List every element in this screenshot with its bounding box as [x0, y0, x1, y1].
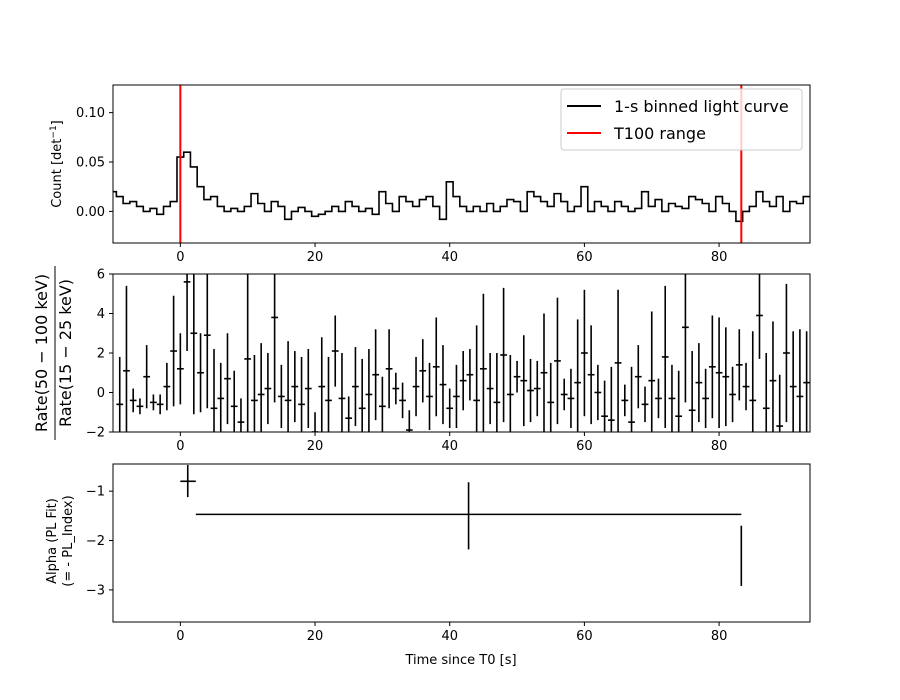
hardness-ratio-axes: 0 20 40 60 80 −2 0 2 4 6 [86, 268, 728, 455]
light-curve-ytick-label: 0.00 [76, 205, 105, 220]
hardness-ratio-xtick-label: 0 [176, 439, 184, 454]
panel-hardness-ratio: 0 20 40 60 80 −2 0 2 4 6 Rate(50 − 100 keV) Rate(… [32, 266, 811, 455]
light-curve-xtick-label: 0 [176, 250, 184, 265]
hardness-ratio-xtick-label: 60 [576, 439, 593, 454]
ratio-numerator-label: Rate(50 − 100 keV) [32, 274, 51, 432]
alpha-ytick-label: −1 [86, 485, 105, 500]
alpha-xtick-label: 0 [176, 629, 184, 644]
light-curve-xtick-label: 20 [307, 250, 324, 265]
legend: 1-s binned light curve T100 range [560, 88, 803, 151]
alpha-ytick-label: −2 [86, 534, 105, 549]
light-curve-axes: 0 20 40 60 80 0.00 0.05 0.10 [76, 106, 727, 265]
hardness-ratio-ytick-label: 0 [97, 386, 105, 401]
legend-box [560, 88, 803, 151]
alpha-xtick-label: 40 [441, 629, 458, 644]
legend-label-light-curve: 1-s binned light curve [614, 97, 789, 116]
hardness-ratio-ytick-label: 4 [97, 307, 105, 322]
light-curve-step-line [113, 151, 810, 223]
alpha-xtick-label: 20 [307, 629, 324, 644]
light-curve-xtick-label: 80 [711, 250, 728, 265]
light-curve-ytick-label: 0.10 [76, 106, 105, 121]
hardness-ratio-xtick-label: 20 [307, 439, 324, 454]
alpha-xtick-label: 80 [711, 629, 728, 644]
panel-alpha: 0 20 40 60 80 −1 −2 −3 Alpha (PL Fit) (= - PL_I… [45, 463, 811, 668]
alpha-axes: 0 20 40 60 80 −1 −2 −3 [86, 485, 728, 644]
hardness-ratio-ytick-label: 2 [97, 347, 105, 362]
light-curve-ylabel: Count [det−1] [49, 120, 65, 208]
alpha-ylabel-line2: (= - PL_Index) [61, 495, 76, 586]
hardness-ratio-xtick-label: 40 [441, 439, 458, 454]
alpha-frame [112, 463, 811, 623]
alpha-xlabel: Time since T0 [s] [404, 653, 516, 668]
alpha-ylabel-line1: Alpha (PL Fit) [45, 498, 60, 584]
ratio-denominator-label: Rate(15 − 25 keV) [56, 279, 75, 427]
light-curve-frame [112, 84, 811, 244]
hardness-ratio-ytick-label: −2 [86, 426, 105, 441]
hardness-ratio-xtick-label: 80 [711, 439, 728, 454]
legend-label-t100: T100 range [613, 124, 706, 143]
alpha-ytick-label: −3 [86, 583, 105, 598]
hardness-ratio-ylabel: Rate(50 − 100 keV) Rate(15 − 25 keV) [32, 266, 75, 440]
alpha-xtick-label: 60 [576, 629, 593, 644]
panel-light-curve: 0 20 40 60 80 0.00 0.05 0.10 Count [det−1] 1-s … [49, 84, 811, 265]
alpha-plot-area [180, 464, 743, 586]
light-curve-xtick-label: 40 [441, 250, 458, 265]
hardness-ratio-ytick-label: 6 [97, 268, 105, 283]
light-curve-ytick-label: 0.05 [76, 156, 105, 171]
hardness-ratio-plot-area [116, 274, 810, 432]
light-curve-xtick-label: 60 [576, 250, 593, 265]
